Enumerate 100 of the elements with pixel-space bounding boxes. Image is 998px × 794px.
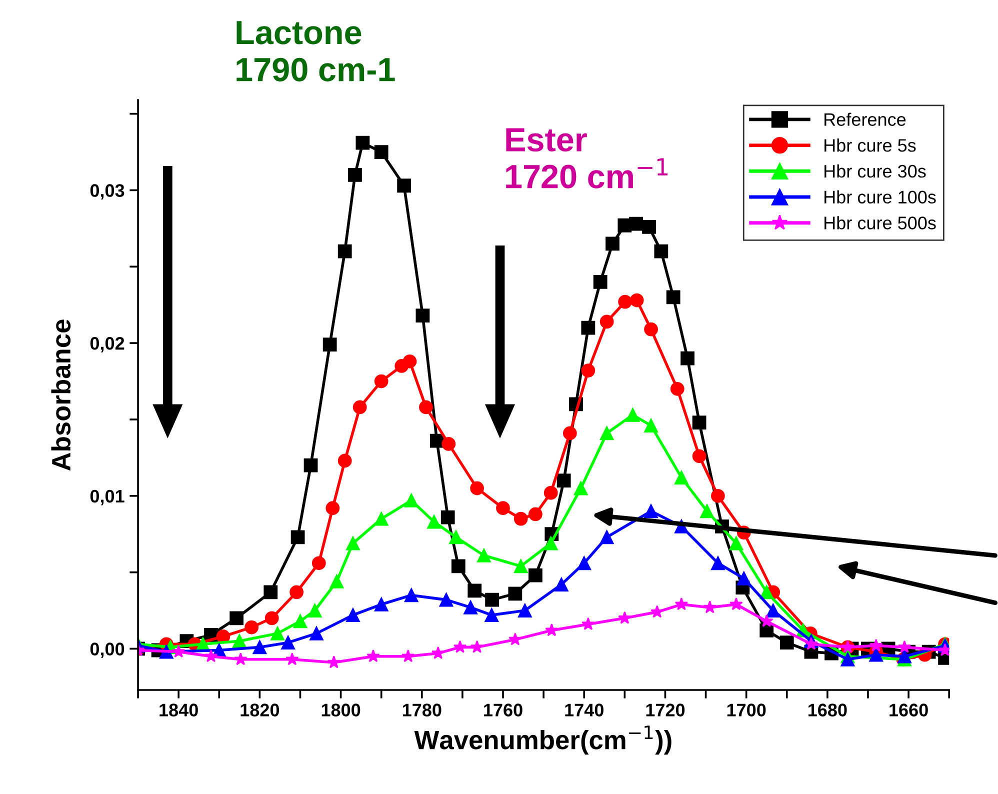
y-tick-label: 0,01 <box>90 490 124 506</box>
point <box>629 216 643 231</box>
point <box>692 416 706 430</box>
x-tick-label: 1720 <box>646 704 685 716</box>
y-tick-label: 0,00 <box>90 642 124 658</box>
point <box>544 486 558 500</box>
point <box>760 585 774 600</box>
point <box>439 592 454 607</box>
point <box>430 434 444 448</box>
point <box>401 649 415 662</box>
point <box>440 510 455 524</box>
point <box>562 426 577 440</box>
point <box>593 274 608 289</box>
point <box>264 585 278 600</box>
annotation: Ester 1720 cm$^{−1}$ <box>506 128 668 188</box>
point <box>626 408 640 422</box>
point <box>692 449 706 464</box>
point <box>581 320 596 335</box>
point <box>470 481 484 496</box>
point <box>449 530 463 544</box>
point <box>234 652 248 666</box>
x-tick-label: 1680 <box>808 704 847 716</box>
point <box>496 501 510 516</box>
point <box>642 220 656 234</box>
x-tick-label: 1840 <box>160 704 198 716</box>
point <box>470 640 484 653</box>
point <box>766 604 780 618</box>
point <box>402 354 417 368</box>
point <box>869 648 884 662</box>
point <box>244 620 259 634</box>
point <box>730 597 743 610</box>
point <box>644 504 658 518</box>
point <box>442 436 456 451</box>
point <box>840 652 855 666</box>
point <box>780 636 794 650</box>
point <box>468 584 482 598</box>
point <box>374 597 388 612</box>
point <box>270 626 284 640</box>
point <box>544 536 558 550</box>
y-tick-label: 0,02 <box>90 336 124 352</box>
point <box>670 382 684 396</box>
point <box>172 644 186 658</box>
point <box>477 548 491 562</box>
point <box>327 656 341 668</box>
point <box>312 556 326 570</box>
point <box>419 400 433 414</box>
point <box>804 637 818 650</box>
point <box>285 652 299 666</box>
point <box>674 470 688 484</box>
point <box>431 646 445 660</box>
point <box>346 536 360 550</box>
point <box>464 600 478 614</box>
y-axis-title: Absorbance <box>51 320 71 471</box>
point <box>600 530 614 544</box>
text: Lactone 1790 cm-1 <box>236 21 395 82</box>
point <box>252 640 267 654</box>
legend-label: Hbr cure 100s <box>824 190 936 204</box>
point <box>600 426 614 440</box>
point <box>293 614 308 628</box>
point <box>514 559 528 574</box>
point <box>338 454 352 468</box>
point <box>346 608 360 622</box>
point <box>290 530 305 544</box>
point <box>356 136 370 150</box>
point <box>508 586 522 601</box>
point <box>290 585 304 600</box>
point <box>264 611 279 626</box>
point <box>484 608 499 622</box>
point <box>404 588 418 602</box>
x-tick-label: 1700 <box>727 704 766 716</box>
x-tick-label: 1800 <box>322 704 360 716</box>
point <box>574 481 588 496</box>
point <box>606 236 620 251</box>
x-tick-label: 1820 <box>240 704 280 716</box>
point <box>680 351 694 366</box>
point <box>630 293 644 308</box>
point <box>898 640 912 653</box>
x-tick-label: 1660 <box>890 704 928 716</box>
point <box>528 507 542 522</box>
point <box>582 617 595 630</box>
point <box>310 626 324 640</box>
point <box>556 474 571 488</box>
point <box>654 244 668 258</box>
point <box>427 514 442 529</box>
x-axis-title: Wavenumber(cm$^{−1}$)) <box>414 726 672 755</box>
point <box>453 640 467 653</box>
point <box>338 244 352 258</box>
point <box>644 322 658 336</box>
point <box>700 504 714 518</box>
point <box>729 536 744 550</box>
point <box>600 314 614 329</box>
point <box>898 649 912 664</box>
point <box>518 604 532 618</box>
point <box>404 494 418 508</box>
legend-label: Hbr cure 30s <box>824 164 926 178</box>
point <box>710 556 725 570</box>
x-tick-label: 1780 <box>402 704 442 716</box>
point <box>352 400 367 414</box>
point <box>330 574 344 588</box>
legend-label: Hbr cure 5s <box>824 138 916 152</box>
